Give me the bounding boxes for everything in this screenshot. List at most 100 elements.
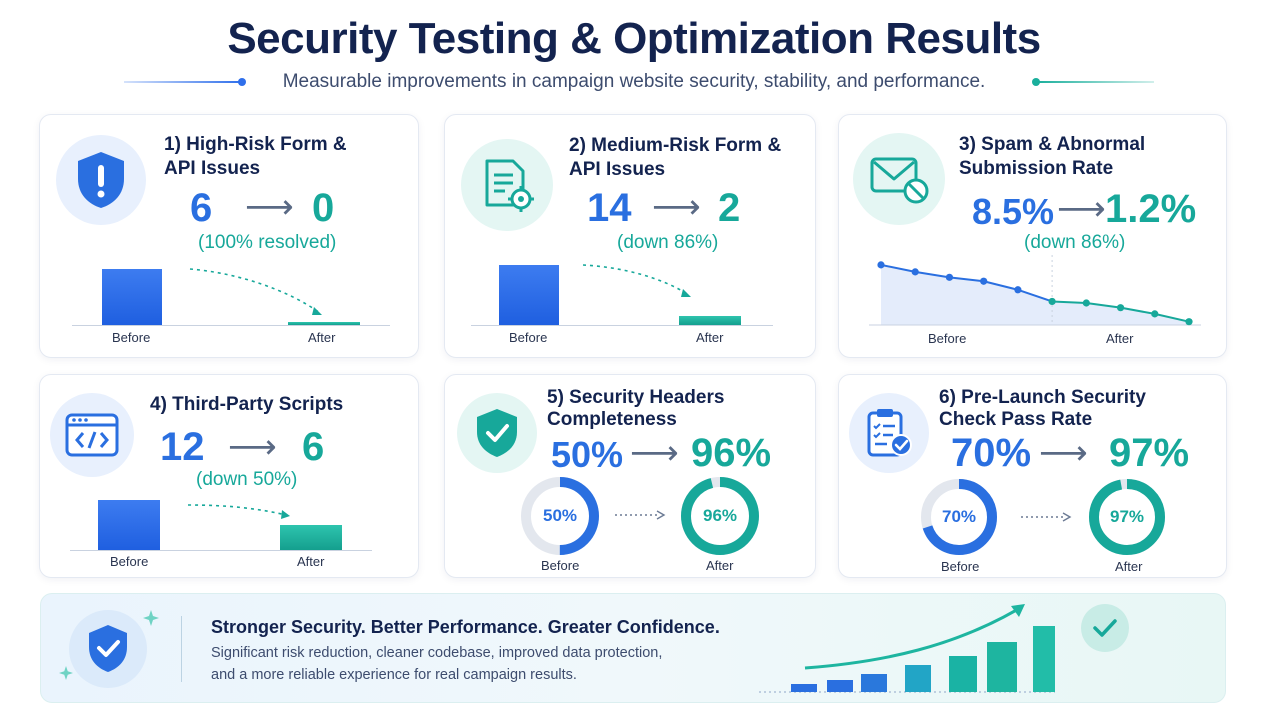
arrow-right-icon: ⟶	[245, 188, 294, 226]
after-label: After	[696, 330, 724, 345]
before-value: 6	[190, 186, 213, 230]
line-point	[877, 261, 885, 269]
line-point	[945, 273, 954, 281]
sparkle-icon	[59, 666, 73, 680]
before-label: Before	[941, 559, 980, 574]
bar-before	[98, 500, 160, 550]
summary-banner: Stronger Security. Better Performance. G…	[40, 593, 1226, 703]
donut-after	[1089, 479, 1165, 555]
check-circle-icon	[1081, 604, 1129, 652]
after-label: After	[297, 554, 325, 569]
card-high-risk: 1) High-Risk Form & API Issues 6 ⟶ 0 (10…	[39, 114, 419, 358]
line-segment	[915, 270, 950, 279]
before-value: 50%	[551, 434, 624, 475]
dotted-arrow	[615, 510, 666, 520]
donut-fill	[921, 479, 997, 555]
chart-baseline	[72, 325, 390, 326]
after-value: 6	[302, 425, 325, 469]
line-point	[911, 268, 919, 276]
document-gear-icon	[461, 139, 553, 231]
before-value: 70%	[951, 431, 1032, 475]
card-title-line2: Check Pass Rate	[939, 409, 1093, 430]
change-note: (down 86%)	[617, 232, 719, 253]
card-title-line2: Completeness	[547, 409, 677, 430]
code-window-icon	[50, 393, 134, 477]
mail-blocked-icon	[853, 133, 945, 225]
dotted-arrow	[1021, 512, 1072, 522]
trend-arrow	[189, 268, 322, 315]
header-dot-right	[1032, 78, 1040, 86]
before-value: 14	[587, 186, 632, 230]
page-title: Security Testing & Optimization Results	[227, 14, 1041, 63]
line-segment	[1052, 300, 1087, 304]
before-label: Before	[928, 331, 967, 346]
arrow-right-icon: ⟶	[652, 188, 701, 226]
bar-after	[280, 525, 342, 550]
change-note: (down 50%)	[196, 469, 298, 490]
donut-after-label: 96%	[702, 506, 738, 525]
change-note: (100% resolved)	[198, 232, 337, 253]
before-value: 12	[160, 425, 205, 469]
after-label: After	[1115, 559, 1143, 574]
header: Security Testing & Optimization Results …	[0, 0, 1268, 110]
banner-line1: Significant risk reduction, cleaner code…	[211, 645, 663, 661]
shield-check-icon	[69, 610, 147, 688]
before-label: Before	[112, 330, 151, 345]
card-title-line2: API Issues	[569, 159, 666, 180]
sparkle-icon	[143, 610, 159, 626]
header-divider-right	[1036, 81, 1154, 83]
banner-line2: and a more reliable experience for real …	[211, 667, 577, 683]
line-point	[980, 277, 988, 285]
header-divider-left	[124, 81, 242, 83]
donut-before	[921, 479, 997, 555]
line-area	[881, 264, 1189, 325]
line-point	[1185, 318, 1193, 326]
after-value: 2	[718, 186, 741, 230]
card-title-line1: 6) Pre-Launch Security	[939, 387, 1146, 408]
trend-arrow	[187, 504, 290, 519]
bar-after	[679, 316, 741, 325]
donut-fill	[681, 477, 759, 555]
line-point	[1116, 304, 1125, 312]
after-label: After	[706, 558, 734, 573]
after-value: 0	[312, 186, 335, 230]
line-segment	[983, 280, 1019, 291]
line-segment	[1120, 306, 1155, 315]
shield-alert-icon	[56, 135, 146, 225]
chart-baseline	[70, 550, 372, 551]
banner-divider	[181, 616, 182, 682]
arrow-right-icon: ⟶	[630, 434, 679, 472]
card-title-line1: 3) Spam & Abnormal	[959, 134, 1146, 155]
arrow-right-icon: ⟶	[1057, 190, 1106, 228]
bar-before	[102, 269, 162, 325]
banner-title: Stronger Security. Better Performance. G…	[211, 617, 720, 637]
page-subtitle: Measurable improvements in campaign webs…	[282, 71, 986, 92]
before-label: Before	[541, 558, 580, 573]
donut-fill	[521, 477, 599, 555]
card-spam-rate: 3) Spam & Abnormal Submission Rate 8.5% …	[838, 114, 1227, 358]
line-segment	[1017, 288, 1053, 303]
donut-fill	[1089, 479, 1165, 555]
after-label: After	[308, 330, 336, 345]
trend-arrow	[582, 264, 691, 297]
donut-before-label: 50%	[542, 506, 578, 525]
change-note: (down 86%)	[1024, 232, 1126, 253]
card-security-headers: 5) Security Headers Completeness 50% ⟶ 9…	[444, 374, 816, 578]
donut-after	[681, 477, 759, 555]
after-value: 97%	[1109, 431, 1190, 475]
before-label: Before	[110, 554, 149, 569]
donut-before	[521, 477, 599, 555]
arrow-right-icon: ⟶	[1039, 434, 1088, 472]
clipboard-check-icon	[849, 393, 929, 473]
arrow-right-icon: ⟶	[228, 428, 277, 466]
card-title-line1: 2) Medium-Risk Form &	[569, 135, 782, 156]
card-title-line2: API Issues	[164, 158, 261, 179]
after-value: 96%	[691, 431, 772, 475]
bar-before	[499, 265, 559, 325]
bar-after	[288, 322, 360, 325]
chart-baseline	[471, 325, 773, 326]
line-point	[1082, 299, 1090, 307]
card-medium-risk: 2) Medium-Risk Form & API Issues 14 ⟶ 2 …	[444, 114, 816, 358]
card-title-line1: 4) Third-Party Scripts	[150, 394, 344, 415]
card-title-line1: 1) High-Risk Form &	[164, 134, 347, 155]
